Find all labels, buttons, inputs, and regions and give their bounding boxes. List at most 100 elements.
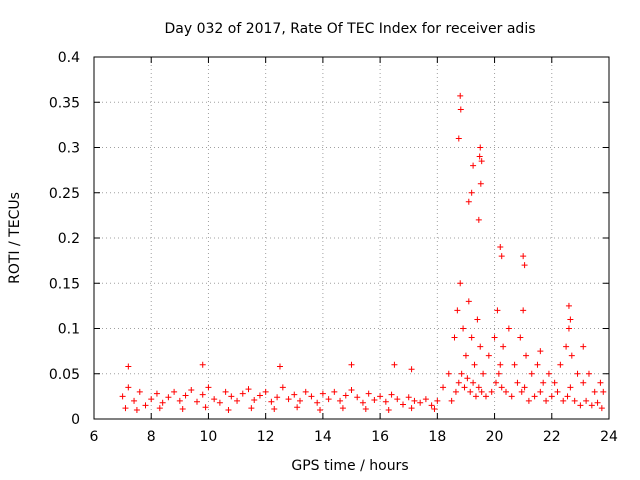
data-point <box>211 396 218 403</box>
data-point <box>477 343 484 350</box>
data-point <box>467 388 474 395</box>
data-point <box>534 361 541 368</box>
data-point <box>337 397 344 404</box>
data-point <box>274 394 281 401</box>
x-tick-label: 6 <box>90 429 99 445</box>
data-point <box>465 198 472 205</box>
data-point <box>537 348 544 355</box>
data-point <box>325 396 332 403</box>
y-tick-labels: 0 0.05 0.1 0.15 0.2 0.25 0.3 0.35 0.4 <box>49 50 80 428</box>
data-point <box>528 370 535 377</box>
data-point <box>537 388 544 395</box>
data-point <box>557 361 564 368</box>
data-point <box>400 401 406 408</box>
data-point <box>165 394 172 401</box>
data-point <box>488 388 495 395</box>
y-tick-label: 0.05 <box>49 367 80 383</box>
data-point <box>382 398 389 405</box>
data-point <box>225 406 232 413</box>
data-point <box>457 280 464 287</box>
data-point <box>468 189 475 196</box>
data-point <box>202 404 209 411</box>
data-point <box>495 370 502 377</box>
data-point <box>156 405 163 412</box>
data-point <box>159 399 166 406</box>
data-point <box>445 370 452 377</box>
data-point <box>228 393 235 400</box>
data-point <box>294 404 301 411</box>
y-tick-label: 0.35 <box>49 95 80 111</box>
data-point <box>478 388 485 395</box>
data-point <box>480 370 487 377</box>
y-axis-label: ROTI / TECUs <box>7 192 23 284</box>
data-point <box>405 394 412 401</box>
data-point <box>285 396 292 403</box>
data-point <box>497 244 504 251</box>
data-point <box>371 396 378 403</box>
x-tick-label: 18 <box>428 429 446 445</box>
data-point <box>245 386 252 393</box>
x-tick-labels: 6 8 10 12 14 16 18 20 22 24 <box>90 429 618 445</box>
data-point <box>470 379 477 386</box>
data-point <box>475 216 482 223</box>
data-point <box>408 405 415 412</box>
data-point <box>317 406 324 413</box>
data-point <box>563 343 570 350</box>
data-point <box>531 393 538 400</box>
data-point <box>342 392 349 399</box>
data-point <box>470 162 477 169</box>
data-point <box>291 391 298 398</box>
x-tick-label: 14 <box>314 429 332 445</box>
data-point <box>476 153 483 160</box>
data-point <box>179 406 186 413</box>
data-point <box>503 388 509 395</box>
data-point <box>478 158 485 165</box>
data-point <box>521 384 528 391</box>
data-point <box>119 393 126 400</box>
data-point <box>268 398 275 405</box>
axis-ticks <box>93 56 610 420</box>
data-point <box>521 262 528 269</box>
data-point <box>567 316 574 323</box>
data-point <box>600 388 607 395</box>
data-point <box>199 361 206 368</box>
data-point <box>517 334 524 341</box>
data-point <box>348 387 355 394</box>
data-point <box>319 390 326 397</box>
data-point <box>458 370 465 377</box>
data-point <box>457 92 464 99</box>
data-point <box>385 406 392 413</box>
data-point <box>482 393 489 400</box>
data-point <box>571 397 578 404</box>
data-point <box>497 361 504 368</box>
data-point <box>142 402 149 409</box>
data-point <box>591 388 598 395</box>
data-point <box>525 397 532 404</box>
data-point <box>171 388 178 395</box>
data-point <box>568 352 575 359</box>
data-point <box>408 366 415 373</box>
data-point <box>205 384 212 391</box>
data-point <box>125 363 132 370</box>
data-point <box>548 393 555 400</box>
data-point <box>251 396 258 403</box>
x-tick-label: 12 <box>257 429 275 445</box>
data-point <box>359 399 366 406</box>
data-point <box>498 384 505 391</box>
y-tick-label: 0.15 <box>49 276 80 292</box>
data-point <box>148 396 155 403</box>
data-point <box>465 298 472 305</box>
data-point <box>216 399 223 406</box>
data-point <box>222 388 229 395</box>
data-point <box>348 361 355 368</box>
data-point <box>551 379 558 386</box>
data-point <box>518 388 525 395</box>
data-point <box>125 384 132 391</box>
data-point <box>133 406 140 413</box>
data-point <box>594 399 601 406</box>
data-point <box>577 402 584 409</box>
data-point <box>511 361 518 368</box>
x-tick-label: 24 <box>600 429 618 445</box>
data-point <box>440 384 447 391</box>
data-point <box>455 135 462 142</box>
